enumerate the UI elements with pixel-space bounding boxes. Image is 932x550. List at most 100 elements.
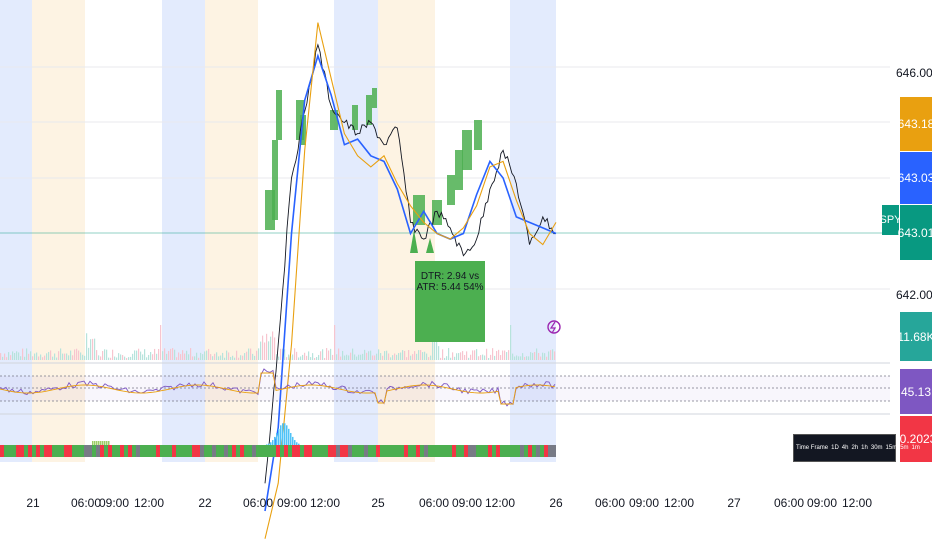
rsi-tag: 45.13 [900,369,932,414]
x-tick-label: 21 [26,496,40,510]
signal-cell [176,445,180,457]
ema-price-tag: 643.03 [898,152,932,204]
signal-cell [260,445,264,457]
signal-cell [336,445,340,457]
signal-cell [376,445,380,457]
signal-cell [160,445,164,457]
signal-cell [316,445,320,457]
buy-signal-up-arrow [410,230,418,253]
volume-bar [14,353,16,360]
volume-bar [554,351,556,360]
signal-cell [352,445,356,457]
volume-bar [308,351,310,360]
volume-bar [346,354,348,360]
volume-bar [368,351,370,360]
volume-bar [26,348,28,360]
volume-bar [320,351,322,360]
x-tick-label: 06:00 [773,496,805,510]
signal-cell [392,445,396,457]
signal-cell [8,445,12,457]
signal-cell [272,445,276,457]
volume-bar [464,354,466,360]
histogram-bar [292,436,294,445]
signal-cell [372,445,376,457]
signal-cell [472,445,476,457]
lightning-event-icon [547,320,561,334]
volume-bar [378,349,380,360]
volume-bar [300,356,302,360]
volume-bar [484,355,486,360]
volume-bar [196,352,198,360]
signal-cell [456,445,460,457]
signal-cell [220,445,224,457]
signal-cell [552,445,556,457]
volume-bar [44,355,46,360]
volume-bar [230,356,232,360]
signal-cell [296,445,300,457]
signal-cell [276,445,280,457]
volume-bar [442,349,444,360]
volume-bar [80,352,82,360]
volume-bar [422,352,424,360]
timeframe-label: Time Frame [796,445,829,451]
volume-bar [448,348,450,360]
highlight-box-14 [474,120,482,150]
volume-bar [32,356,34,360]
volume-bar [304,352,306,360]
signal-cell [380,445,384,457]
signal-cell [100,445,104,457]
volume-bar [476,349,478,360]
oscillator-pane [0,423,556,457]
volume-bar [452,352,454,360]
volume-bar [168,350,170,360]
volume-bar [226,350,228,360]
signal-cell [504,445,508,457]
volume-bar [528,356,530,360]
volume-bar [152,354,154,360]
volume-bar [284,349,286,360]
timeframe-5m: 5m [900,445,909,451]
volume-bar [542,352,544,360]
volume-bar [176,357,178,360]
highlight-box-1 [272,140,278,220]
volume-bar [60,348,62,360]
volume-bar [70,350,72,360]
signal-cell [120,445,124,457]
signal-cell [228,445,232,457]
volume-bar [178,352,180,360]
volume-bar [454,356,456,360]
x-tick-label: 06:00 [418,496,450,510]
volume-bar [244,353,246,360]
volume-bar [94,338,96,360]
signal-cell [244,445,248,457]
signal-cell [328,445,332,457]
signal-cell [108,445,112,457]
volume-bar [172,348,174,360]
volume-bar [238,357,240,360]
volume-bar [408,350,410,360]
volume-bar [402,350,404,360]
volume-bar [92,338,94,360]
volume-bar [350,352,352,360]
volume-bar [162,351,164,360]
signal-cell [288,445,292,457]
volume-bar [356,356,358,360]
histogram-bar [288,428,290,445]
volume-bar [288,354,290,360]
signal-cell [208,445,212,457]
volume-bar [372,355,374,360]
volume-bar [36,352,38,360]
volume-bar [406,357,408,360]
volume-bar [424,351,426,360]
volume-bar [500,355,502,360]
signal-cell [340,445,344,457]
signal-cell [12,445,16,457]
volume-bar [212,356,214,360]
volume-bar [156,353,158,360]
highlight-box-12 [455,150,463,190]
signal-cell [212,445,216,457]
volume-bar [534,351,536,360]
highlight-box-7 [366,95,372,125]
volume-bar [352,348,354,360]
